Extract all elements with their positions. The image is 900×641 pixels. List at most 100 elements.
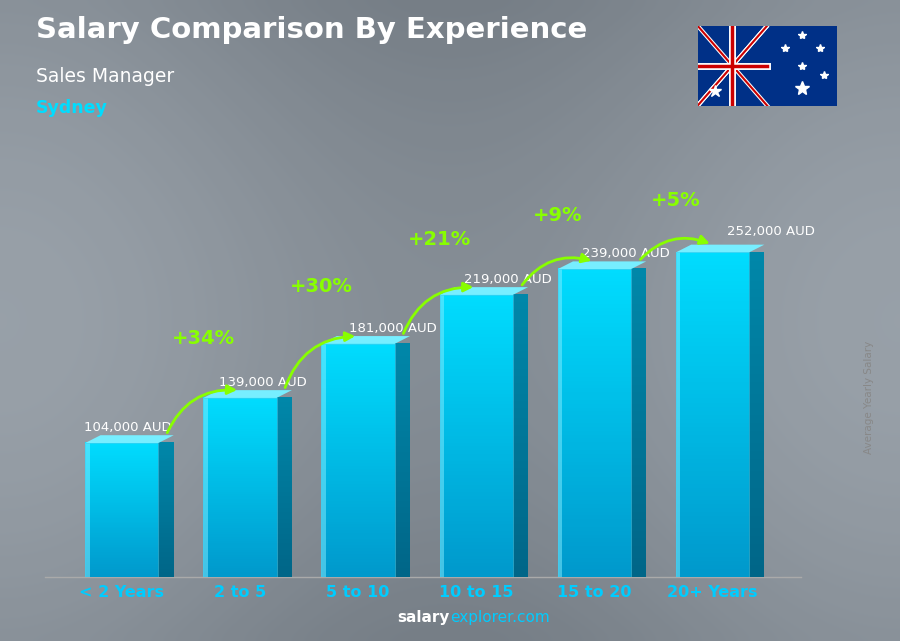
Bar [558,442,631,446]
Bar [86,478,158,480]
Bar [276,543,292,545]
Bar [203,503,276,505]
Text: 104,000 AUD: 104,000 AUD [84,421,172,434]
Bar [631,503,646,508]
Bar [158,541,174,544]
Bar [321,503,395,507]
Bar [513,410,528,415]
Bar [321,422,395,426]
Bar [321,416,395,420]
Bar [749,564,764,569]
Bar [749,430,764,435]
Bar [439,297,513,302]
Bar [86,565,158,567]
Bar [439,530,513,535]
Bar [395,480,410,484]
Bar [158,454,174,456]
Bar [676,552,749,556]
Bar [158,466,174,468]
Bar [631,480,646,485]
Bar [395,497,410,501]
Bar [276,563,292,566]
Bar [439,544,513,549]
Bar [631,326,646,331]
Bar [558,342,631,346]
Bar [86,462,158,465]
Bar [321,361,395,364]
Bar [676,378,749,382]
FancyArrowPatch shape [522,254,589,285]
Bar [203,480,276,483]
Bar [203,397,276,400]
Bar [158,529,174,531]
Bar [676,253,680,577]
Bar [558,280,631,285]
Bar [395,395,410,399]
Bar [439,499,513,503]
Bar [276,449,292,452]
Bar [558,434,631,438]
Bar [321,352,395,356]
Bar [631,419,646,423]
Bar [749,487,764,492]
Bar [558,322,631,327]
Bar [276,545,292,548]
Text: 181,000 AUD: 181,000 AUD [348,322,436,335]
Bar [749,540,764,544]
Bar [558,276,631,281]
Bar [439,445,513,450]
Bar [395,393,410,396]
Bar [513,344,528,348]
Bar [439,565,513,570]
Bar [86,501,158,503]
Bar [439,527,513,531]
Bar [276,422,292,425]
Bar [749,301,764,305]
Bar [631,561,646,565]
Bar [513,322,528,327]
Bar [676,386,749,390]
Bar [158,558,174,560]
Bar [158,514,174,517]
Bar [513,460,528,464]
FancyArrowPatch shape [403,283,471,333]
Bar [276,408,292,412]
Bar [749,531,764,537]
Bar [276,538,292,541]
Bar [439,347,513,351]
Bar [86,514,158,517]
Bar [513,541,528,545]
Bar [158,533,174,535]
Bar [513,499,528,503]
Bar [676,353,749,358]
Bar [158,524,174,527]
Bar [513,523,528,528]
Bar [321,486,395,490]
Bar [558,269,562,577]
Bar [676,362,749,366]
Bar [276,404,292,407]
Bar [158,508,174,510]
Bar [395,346,410,350]
Bar [395,372,410,376]
Bar [158,549,174,552]
Bar [158,535,174,537]
Bar [86,469,158,471]
Bar [513,294,528,299]
Bar [749,495,764,500]
Bar [321,343,395,347]
Text: Sydney: Sydney [36,99,108,117]
Bar [558,569,631,573]
Bar [631,384,646,388]
Bar [321,524,395,528]
Bar [203,565,276,568]
Bar [439,558,513,563]
Bar [321,547,395,551]
Bar [321,570,395,574]
Bar [513,326,528,330]
Bar [203,399,276,403]
Text: +9%: +9% [533,206,582,225]
Bar [676,418,749,423]
Bar [158,546,174,549]
Bar [158,513,174,515]
